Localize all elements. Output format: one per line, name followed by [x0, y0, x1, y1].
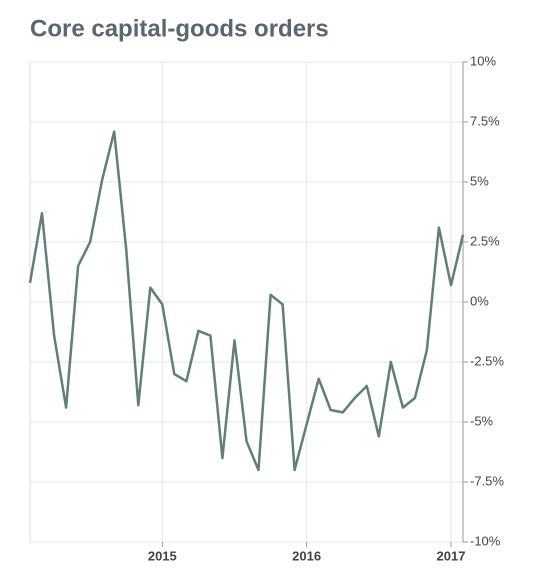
- line-series: [28, 130, 465, 472]
- y-tick-label: -5%: [470, 413, 494, 428]
- y-tick-label: 7.5%: [470, 113, 500, 128]
- y-tick-label: 5%: [470, 173, 489, 188]
- y-tick-label: 0%: [470, 293, 489, 308]
- y-tick-label: 2.5%: [470, 233, 500, 248]
- y-tick-label: -2.5%: [470, 353, 504, 368]
- x-tick-label: 2015: [148, 548, 177, 563]
- y-tick-label: -7.5%: [470, 473, 504, 488]
- y-tick-label: 10%: [470, 53, 496, 68]
- y-tick-label: -10%: [470, 533, 501, 548]
- x-tick-label: 2016: [292, 548, 321, 563]
- chart-title: Core capital-goods orders: [30, 15, 329, 42]
- x-tick-label: 2017: [437, 548, 466, 563]
